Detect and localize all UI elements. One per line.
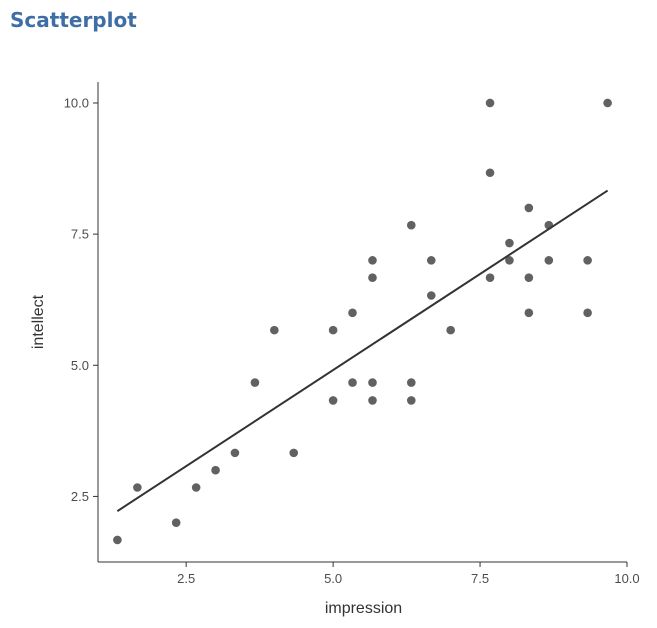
x-tick-label: 2.5 — [177, 571, 195, 586]
data-point — [328, 396, 338, 405]
x-axis-title: impression — [325, 600, 402, 617]
y-axis-title: intellect — [30, 294, 47, 349]
data-point — [250, 378, 260, 387]
x-tick-label: 7.5 — [471, 571, 489, 586]
data-point — [524, 203, 534, 213]
trend-line-group — [116, 189, 609, 512]
data-point — [583, 308, 592, 318]
data-point — [544, 256, 554, 265]
y-tick-label: 2.5 — [71, 489, 89, 504]
data-point — [368, 396, 377, 405]
data-point — [368, 256, 377, 265]
data-point — [406, 396, 416, 405]
y-tick-label: 5.0 — [71, 358, 89, 373]
data-point — [485, 98, 495, 108]
data-point — [485, 273, 495, 282]
data-point — [211, 465, 220, 475]
data-point — [524, 273, 534, 282]
data-point — [348, 308, 357, 318]
y-tick-label: 10.0 — [64, 95, 89, 110]
data-point — [368, 378, 377, 387]
page-title: Scatterplot — [10, 8, 137, 32]
data-point — [133, 483, 142, 492]
data-point — [603, 98, 612, 108]
data-point — [426, 291, 436, 300]
trend-line — [116, 189, 609, 512]
data-point — [505, 256, 514, 265]
x-tick-label: 5.0 — [324, 571, 342, 586]
points-group — [113, 98, 612, 545]
data-point — [583, 256, 592, 265]
data-point — [348, 378, 357, 387]
data-point — [406, 378, 416, 387]
data-point — [328, 325, 338, 335]
y-tick-label: 7.5 — [71, 227, 89, 242]
data-point — [270, 325, 279, 335]
data-point — [289, 448, 299, 458]
x-tick-label: 10.0 — [614, 571, 639, 586]
data-point — [485, 168, 495, 178]
data-point — [544, 220, 554, 230]
data-point — [171, 518, 181, 527]
x-ticks: 2.5 5.0 7.5 10.0 — [177, 562, 640, 586]
y-ticks: 2.5 5.0 7.5 10.0 — [64, 95, 98, 504]
data-point — [113, 535, 122, 545]
data-point — [426, 256, 436, 265]
axes — [97, 82, 627, 563]
data-point — [230, 448, 240, 458]
data-point — [191, 483, 201, 492]
data-point — [524, 308, 534, 318]
data-point — [446, 325, 455, 335]
data-point — [406, 220, 416, 230]
data-point — [505, 238, 514, 248]
data-point — [368, 273, 377, 282]
